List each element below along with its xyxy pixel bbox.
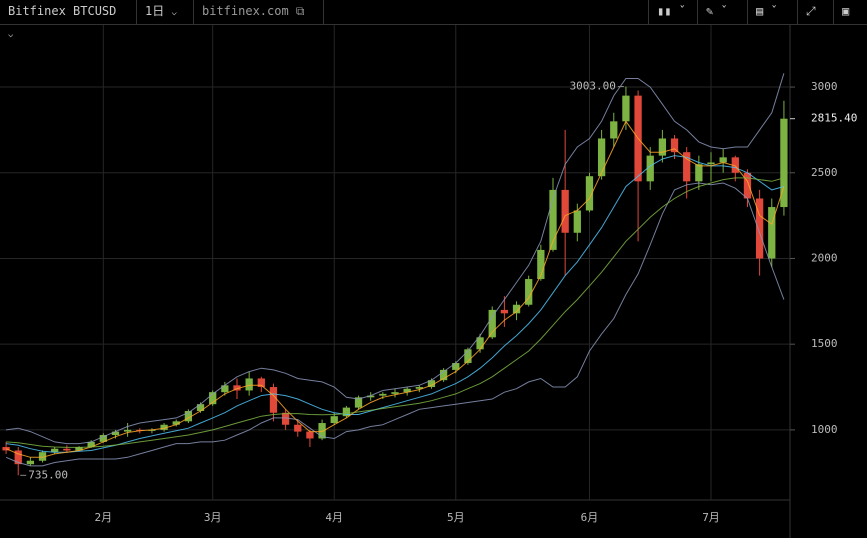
indicator-line <box>6 177 785 448</box>
candle-body <box>367 395 375 398</box>
candle-body <box>439 369 448 381</box>
candle-body <box>330 416 338 424</box>
candle-body <box>731 157 739 173</box>
candle-body <box>549 189 557 250</box>
toolbar: Bitfinex BTCUSD ⌵ 1日 ⌵ bitfinex.com ⧉ ▮▮… <box>0 0 867 40</box>
candle-body <box>379 393 387 396</box>
draw-button[interactable]: ✎ ˇ <box>698 0 748 24</box>
candle-body <box>658 138 667 156</box>
indicator-line <box>6 73 785 445</box>
candle-body <box>391 392 399 394</box>
y-tick-label: 1000 <box>811 423 838 436</box>
x-tick-label: 5月 <box>447 511 465 524</box>
site: bitfinex.com <box>202 4 289 18</box>
candle-body <box>415 387 423 389</box>
symbol: Bitfinex BTCUSD <box>8 4 117 18</box>
y-tick-label: 3000 <box>811 80 838 93</box>
x-tick-label: 3月 <box>204 511 222 524</box>
candle-body <box>755 198 764 259</box>
candle-body <box>610 121 618 139</box>
candle-body <box>294 424 302 432</box>
symbol-button[interactable]: Bitfinex BTCUSD ⌵ <box>0 0 137 40</box>
candle-body <box>318 423 326 439</box>
low-label: 735.00 <box>28 468 68 481</box>
candle-body <box>780 118 788 208</box>
candle-body <box>209 392 217 405</box>
candle-body <box>585 176 594 211</box>
candle-body <box>233 385 241 391</box>
candle-body <box>38 452 47 461</box>
candle-body <box>123 429 132 432</box>
x-tick-label: 2月 <box>94 511 112 524</box>
candle-body <box>488 309 496 338</box>
candle-body <box>26 460 35 465</box>
candle-body <box>111 431 120 436</box>
candle-body <box>646 155 654 182</box>
candle-body <box>670 138 679 153</box>
candle-body <box>537 249 545 280</box>
candle-body <box>14 450 22 465</box>
candle-body <box>196 404 205 412</box>
candle-body <box>172 421 180 425</box>
y-tick-label: 2000 <box>811 251 838 264</box>
interval-button[interactable]: 1日 ⌵ <box>137 0 194 24</box>
candle-body <box>525 279 533 305</box>
candle-body <box>573 210 581 233</box>
candle-body <box>403 388 411 393</box>
candle-body <box>75 447 83 451</box>
candle-body <box>707 162 715 165</box>
candle-body <box>257 378 265 388</box>
candle-body <box>281 412 290 425</box>
y-tick-label: 2500 <box>811 166 838 179</box>
candle-body <box>464 349 472 364</box>
candle-body <box>476 337 484 350</box>
candle-body <box>51 448 59 453</box>
candle-body <box>695 164 703 182</box>
x-tick-label: 7月 <box>702 511 720 524</box>
candle-body <box>269 387 278 413</box>
candle-body <box>160 424 168 430</box>
candle-body <box>245 378 253 391</box>
fullscreen-button[interactable]: ⤢ <box>798 0 834 24</box>
candle-body <box>342 407 351 417</box>
indicator-line <box>5 120 785 458</box>
candle-body <box>719 157 727 163</box>
snapshot-button[interactable]: ▣ <box>842 4 850 18</box>
chart-style-button[interactable]: ▮▮ ˇ <box>648 0 698 24</box>
candle-body <box>184 411 193 422</box>
interval: 1日 <box>145 4 165 18</box>
x-tick-label: 6月 <box>581 511 599 524</box>
candle-body <box>427 380 436 388</box>
last-price-label: 2815.40 <box>811 112 857 125</box>
candle-body <box>99 435 107 442</box>
candle-body <box>597 138 606 177</box>
candle-body <box>768 207 776 259</box>
indicator-button[interactable]: ▤ ˇ <box>748 0 798 24</box>
candle-body <box>306 431 314 439</box>
indicator-line <box>5 182 785 467</box>
candle-body <box>354 397 363 408</box>
candle-body <box>683 152 691 182</box>
x-tick-label: 4月 <box>325 511 343 524</box>
candle-body <box>743 172 752 199</box>
candle-body <box>2 447 10 451</box>
indicator-line <box>6 155 785 453</box>
candle-body <box>63 448 71 451</box>
candle-body <box>622 95 630 122</box>
candle-body <box>221 385 229 393</box>
candle-body <box>512 304 521 314</box>
site-link[interactable]: bitfinex.com ⧉ <box>194 0 324 24</box>
candle-body <box>561 189 569 233</box>
high-label: 3003.00 <box>570 80 616 93</box>
candle-body <box>87 441 95 448</box>
candle-body <box>500 309 509 314</box>
candle-body <box>452 363 460 370</box>
y-tick-label: 1500 <box>811 337 838 350</box>
